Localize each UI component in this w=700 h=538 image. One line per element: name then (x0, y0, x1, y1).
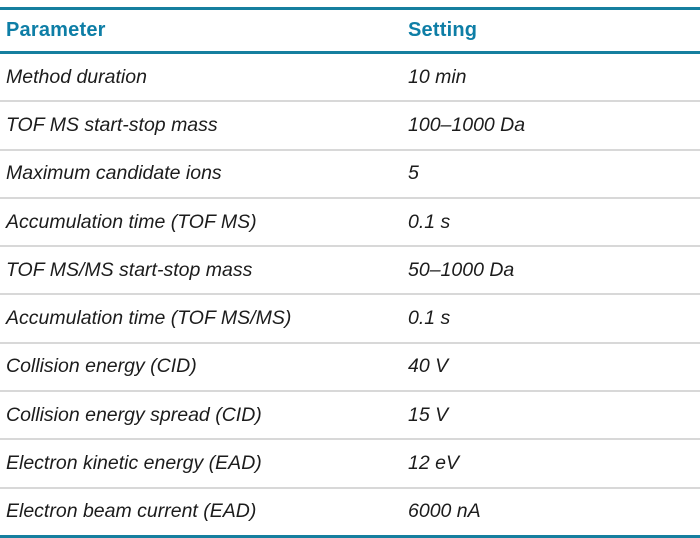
setting-cell: 6000 nA (408, 500, 481, 523)
parameter-cell: TOF MS start-stop mass (6, 113, 218, 136)
setting-cell: 40 V (408, 355, 449, 378)
header-bottom-rule (0, 51, 700, 54)
setting-cell: 12 eV (408, 452, 459, 475)
table-row: Electron kinetic energy (EAD) 12 eV (0, 440, 700, 489)
setting-cell: 100–1000 Da (408, 113, 526, 136)
setting-cell: 0.1 s (408, 210, 451, 233)
parameter-cell: Maximum candidate ions (6, 162, 222, 185)
table-row: Maximum candidate ions 5 (0, 151, 700, 199)
parameter-cell: Electron kinetic energy (EAD) (6, 452, 262, 475)
table-row: TOF MS start-stop mass 100–1000 Da (0, 102, 700, 151)
table-top-rule (0, 7, 700, 10)
table-row: Method duration 10 min (0, 54, 700, 103)
parameter-cell: TOF MS/MS start-stop mass (6, 258, 253, 281)
table-row: Accumulation time (TOF MS) 0.1 s (0, 199, 700, 248)
parameter-cell: Collision energy (CID) (6, 355, 197, 378)
parameter-cell: Collision energy spread (CID) (6, 403, 262, 426)
table-row: Collision energy (CID) 40 V (0, 344, 700, 393)
table-row: TOF MS/MS start-stop mass 50–1000 Da (0, 247, 700, 296)
setting-cell: 10 min (408, 65, 467, 88)
parameter-cell: Electron beam current (EAD) (6, 500, 257, 523)
parameter-cell: Accumulation time (TOF MS/MS) (6, 307, 292, 330)
table-header-row: Parameter Setting (0, 10, 700, 51)
column-header-setting: Setting (408, 19, 478, 41)
setting-cell: 50–1000 Da (408, 258, 515, 281)
setting-cell: 15 V (408, 403, 449, 426)
table-row: Accumulation time (TOF MS/MS) 0.1 s (0, 295, 700, 344)
parameter-cell: Method duration (6, 65, 147, 88)
column-header-parameter: Parameter (6, 19, 106, 41)
parameter-cell: Accumulation time (TOF MS) (6, 210, 257, 233)
table-row: Electron beam current (EAD) 6000 nA (0, 489, 700, 535)
table-row: Collision energy spread (CID) 15 V (0, 392, 700, 441)
setting-cell: 5 (408, 162, 419, 185)
setting-cell: 0.1 s (408, 307, 451, 330)
table-body: Method duration 10 min TOF MS start-stop… (0, 54, 700, 535)
